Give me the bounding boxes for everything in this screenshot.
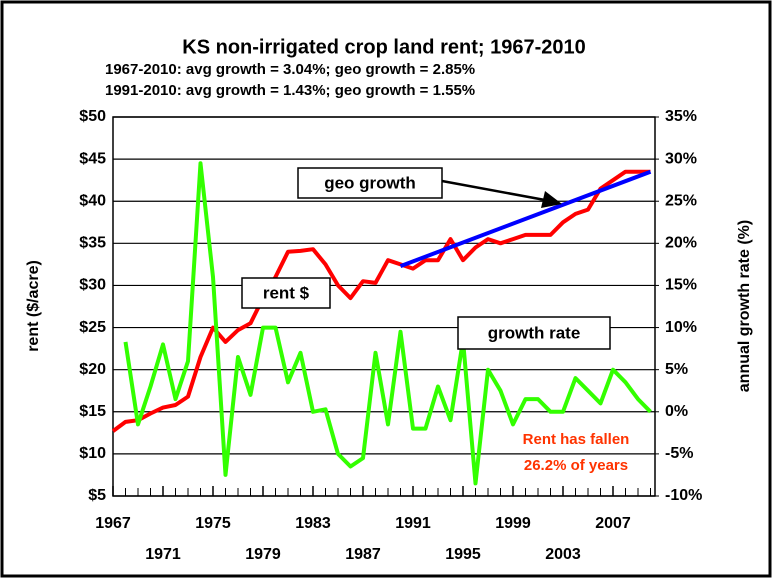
y2-axis-label: annual growth rate (%) <box>736 220 753 392</box>
line-series <box>399 169 652 268</box>
x-tick-label: 1995 <box>445 546 481 563</box>
y-tick-label: $30 <box>79 277 106 294</box>
annotation: 26.2% of years <box>524 457 628 474</box>
line-series <box>123 161 652 486</box>
series-label: geo growth <box>324 173 416 192</box>
x-tick-label: 1999 <box>495 515 531 532</box>
y-tick-label: $40 <box>79 192 106 209</box>
y2-tick-label: -10% <box>665 487 702 504</box>
x-tick-label: 1983 <box>295 515 331 532</box>
label-box <box>457 316 611 350</box>
series-label: growth rate <box>488 323 581 342</box>
series-label: rent $ <box>263 283 310 302</box>
line-series <box>111 169 651 433</box>
y2-tick-label: 30% <box>665 150 697 167</box>
x-tick-label: 2007 <box>595 515 631 532</box>
y-tick-label: $45 <box>79 150 106 167</box>
y2-tick-label: 0% <box>665 403 688 420</box>
y2-tick-label: 20% <box>665 235 697 252</box>
y-tick-label: $35 <box>79 235 106 252</box>
label-box <box>241 277 331 309</box>
label-box <box>297 167 443 199</box>
y2-tick-label: 5% <box>665 361 688 378</box>
y-tick-label: $15 <box>79 403 106 420</box>
x-tick-label: 1967 <box>95 515 131 532</box>
x-tick-label: 1987 <box>345 546 381 563</box>
y2-tick-label: 25% <box>665 192 697 209</box>
y-tick-label: $20 <box>79 361 106 378</box>
y2-tick-label: -5% <box>665 445 693 462</box>
y-tick-label: $10 <box>79 445 106 462</box>
subtitle: 1991-2010: avg growth = 1.43%; geo growt… <box>105 82 475 99</box>
annotation: Rent has fallen <box>523 431 630 448</box>
y2-tick-label: 10% <box>665 319 697 336</box>
x-tick-label: 2003 <box>545 546 581 563</box>
chart-title: KS non-irrigated crop land rent; 1967-20… <box>182 36 585 58</box>
subtitle: 1967-2010: avg growth = 3.04%; geo growt… <box>105 61 475 78</box>
arrow-shaft <box>441 179 546 202</box>
y-tick-label: $5 <box>88 487 106 504</box>
y-tick-label: $25 <box>79 319 106 336</box>
x-tick-label: 1979 <box>245 546 281 563</box>
x-tick-label: 1991 <box>395 515 431 532</box>
y2-tick-label: 15% <box>665 277 697 294</box>
x-tick-label: 1971 <box>145 546 181 563</box>
y-axis-label: rent ($/acre) <box>25 260 42 352</box>
y-tick-label: $50 <box>79 108 106 125</box>
arrow-head <box>541 191 562 208</box>
y2-tick-label: 35% <box>665 108 697 125</box>
x-tick-label: 1975 <box>195 515 231 532</box>
